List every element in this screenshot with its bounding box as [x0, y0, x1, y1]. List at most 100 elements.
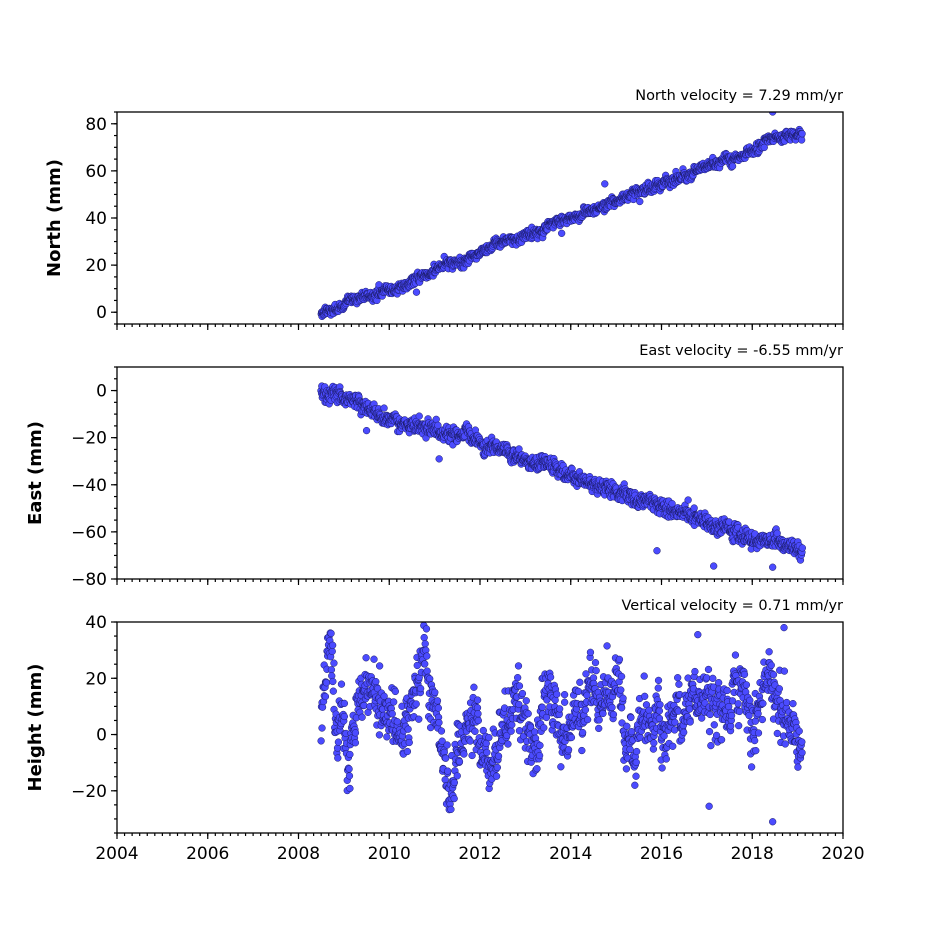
data-point: [358, 713, 366, 721]
panel-title: North velocity = 7.29 mm/yr: [635, 88, 843, 104]
data-point: [485, 733, 493, 742]
data-point: [654, 684, 662, 692]
data-point: [798, 130, 806, 138]
data-point: [694, 631, 702, 639]
north-panel: 0 20 40 60 80 North velocity = 7.29 mm/yr Nort…: [44, 88, 844, 330]
data-point: [641, 692, 649, 700]
data-point: [698, 714, 706, 722]
data-point: [740, 670, 749, 679]
data-point: [649, 745, 658, 753]
data-point: [391, 687, 400, 696]
data-point: [706, 710, 714, 719]
data-point: [655, 714, 664, 723]
plot-frame: [116, 111, 844, 325]
y-tick-label: −80: [71, 570, 107, 590]
data-point: [660, 732, 668, 740]
data-point: [372, 677, 380, 686]
data-point: [707, 741, 715, 750]
data-point: [423, 667, 431, 675]
data-point: [578, 746, 586, 755]
data-point: [780, 667, 789, 675]
data-point: [330, 659, 338, 667]
data-point: [470, 683, 478, 691]
data-point: [388, 710, 396, 718]
data-point: [789, 699, 797, 708]
data-point: [535, 751, 544, 760]
data-point: [514, 673, 522, 682]
data-point: [601, 180, 609, 188]
data-point: [474, 716, 482, 725]
data-point: [754, 710, 762, 718]
data-point: [503, 731, 511, 740]
data-point: [403, 747, 412, 756]
data-point: [328, 647, 336, 656]
data-point: [633, 747, 641, 756]
data-point: [507, 727, 515, 735]
data-point: [334, 754, 342, 762]
data-point: [758, 715, 766, 724]
data-point: [564, 746, 573, 754]
data-point: [680, 728, 688, 736]
data-point: [556, 705, 564, 713]
data-point: [531, 728, 539, 736]
data-point: [437, 727, 446, 735]
data-point: [705, 802, 713, 810]
data-point: [636, 197, 644, 206]
data-point: [684, 674, 692, 682]
data-point: [560, 691, 569, 699]
data-point: [404, 725, 412, 733]
data-point: [705, 727, 714, 736]
data-point: [383, 733, 391, 741]
data-point: [375, 662, 384, 670]
data-point: [795, 727, 803, 735]
data-point: [450, 794, 458, 803]
data-point: [650, 739, 658, 747]
y-axis-label: East (mm): [25, 421, 46, 525]
data-point: [416, 684, 425, 693]
data-point: [684, 496, 692, 504]
data-point: [619, 694, 627, 702]
data-point: [798, 738, 806, 746]
data-point: [421, 640, 429, 648]
data-point: [340, 712, 348, 721]
data-point: [426, 675, 434, 683]
x-tick-label: 2004: [95, 844, 138, 864]
data-point: [441, 776, 449, 784]
data-point: [538, 703, 546, 711]
data-points: [317, 622, 806, 826]
data-point: [745, 711, 753, 720]
data-point: [735, 707, 744, 716]
y-tick-label: 20: [85, 256, 107, 276]
data-point: [794, 763, 802, 771]
data-point: [715, 679, 723, 687]
data-point: [576, 678, 584, 686]
data-point: [769, 563, 777, 571]
data-point: [412, 288, 421, 296]
data-point: [655, 707, 664, 715]
data-point: [393, 718, 401, 726]
y-tick-label: 80: [85, 115, 107, 135]
data-point: [329, 687, 337, 695]
data-point: [340, 699, 349, 708]
data-point: [615, 655, 624, 664]
data-point: [662, 755, 670, 763]
x-tick-label: 2018: [731, 844, 774, 864]
data-point: [765, 648, 773, 656]
data-point: [632, 758, 640, 766]
data-point: [334, 738, 343, 746]
data-point: [583, 715, 592, 724]
data-point: [423, 652, 431, 660]
data-point: [431, 688, 439, 696]
data-point: [492, 772, 501, 780]
data-point: [734, 700, 742, 708]
data-point: [321, 692, 330, 701]
data-point: [742, 681, 751, 689]
data-point: [658, 764, 666, 772]
east-panel: −80 −60 −40 −20 0 East velocity = -6.55 mm/yr…: [25, 343, 844, 590]
data-point: [420, 633, 428, 642]
data-point: [443, 741, 451, 749]
data-point: [783, 698, 791, 707]
data-point: [526, 723, 535, 731]
data-point: [435, 455, 443, 463]
data-points: [317, 112, 806, 321]
